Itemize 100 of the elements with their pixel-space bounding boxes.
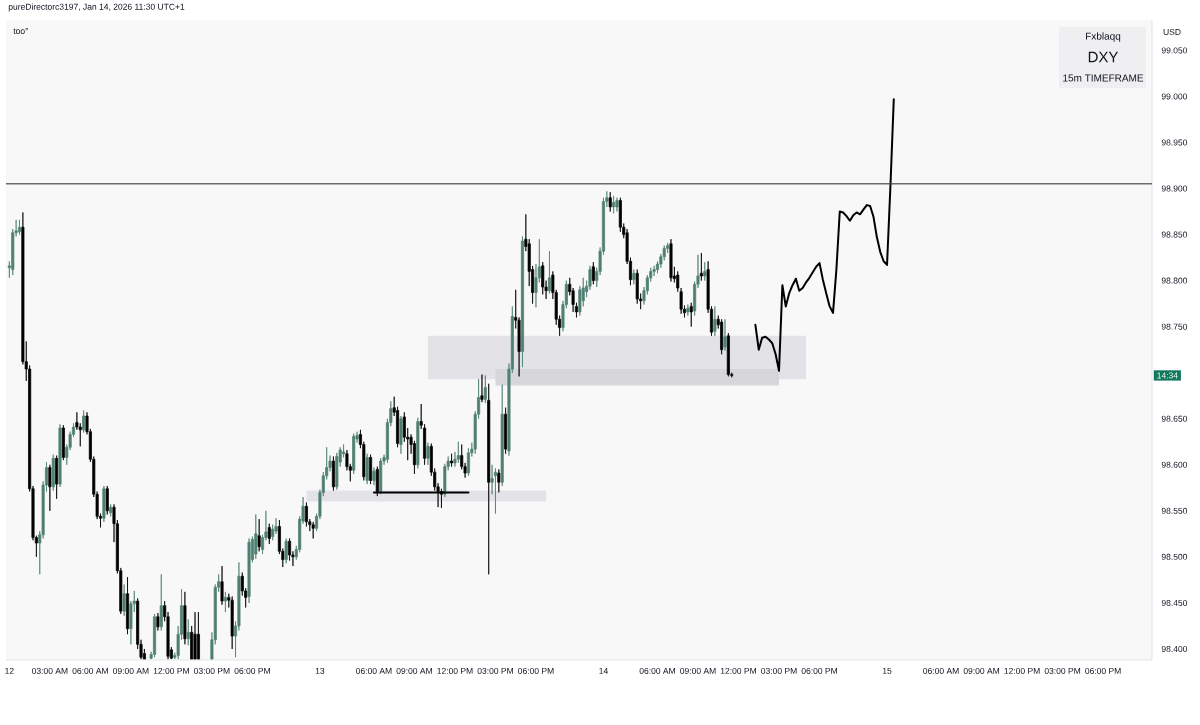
candlestick bbox=[126, 576, 130, 635]
candlestick bbox=[713, 306, 717, 337]
candlestick bbox=[466, 447, 470, 477]
candlestick bbox=[726, 332, 730, 377]
candlestick bbox=[159, 573, 163, 631]
y-tick-label: 98.800 bbox=[1161, 277, 1188, 284]
x-tick-label: 09:00 AM bbox=[113, 667, 149, 674]
candlestick bbox=[58, 423, 62, 488]
candlestick bbox=[520, 236, 524, 368]
candlestick bbox=[331, 456, 335, 491]
y-tick-label: 98.900 bbox=[1161, 185, 1188, 192]
candlestick bbox=[193, 611, 197, 660]
candlestick bbox=[257, 518, 261, 552]
x-tick-label: 09:00 AM bbox=[963, 667, 1000, 674]
x-tick-label: 12:00 PM bbox=[1004, 667, 1040, 674]
x-tick-label: 13 bbox=[315, 667, 325, 674]
y-tick-label: 99.000 bbox=[1161, 93, 1188, 100]
candlestick bbox=[48, 464, 52, 512]
y-tick-label: 98.600 bbox=[1161, 461, 1188, 468]
x-tick-label: 03:00 PM bbox=[1044, 667, 1081, 674]
candlestick bbox=[686, 304, 690, 316]
x-tick-label: 12:00 PM bbox=[720, 667, 757, 674]
candlestick bbox=[51, 454, 55, 491]
annotation: too° bbox=[13, 27, 28, 34]
x-tick-label: 06:00 AM bbox=[923, 667, 959, 674]
y-tick-label: 98.500 bbox=[1161, 553, 1188, 560]
candlestick bbox=[17, 219, 22, 235]
candlestick bbox=[109, 504, 113, 517]
x-tick-label: 06:00 PM bbox=[234, 667, 270, 674]
candlestick bbox=[720, 318, 724, 355]
candlestick bbox=[102, 485, 106, 523]
candlestick bbox=[615, 197, 619, 212]
candlestick bbox=[399, 415, 403, 455]
candlestick bbox=[230, 596, 234, 650]
candlestick bbox=[247, 538, 251, 604]
x-tick-label: 06:00 AM bbox=[356, 667, 392, 674]
candlestick bbox=[480, 374, 484, 403]
candlestick bbox=[456, 441, 460, 464]
candlestick bbox=[547, 250, 551, 294]
y-tick-label: 99.050 bbox=[1161, 47, 1188, 54]
x-tick-label: 09:00 AM bbox=[680, 667, 716, 674]
candlestick bbox=[500, 384, 504, 487]
x-tick-label: 06:00 AM bbox=[639, 667, 675, 674]
candlestick bbox=[284, 538, 288, 564]
text: DXY bbox=[1088, 51, 1119, 63]
candlestick bbox=[156, 612, 160, 631]
candlestick bbox=[82, 410, 86, 433]
x-tick-label: 12:00 PM bbox=[437, 667, 473, 674]
candlestick bbox=[352, 433, 356, 475]
annotation: 14:34 bbox=[1157, 372, 1178, 379]
candlestick bbox=[487, 383, 491, 575]
candlestick bbox=[61, 424, 65, 461]
candlestick bbox=[541, 261, 545, 295]
x-tick-label: 03:00 PM bbox=[194, 667, 230, 674]
x-tick-label: 06:00 PM bbox=[1085, 667, 1121, 674]
candlestick bbox=[254, 514, 258, 560]
candlestick bbox=[608, 191, 612, 212]
annotation: Fxblaqq bbox=[1086, 32, 1121, 42]
candlestick bbox=[497, 469, 501, 493]
x-tick-label: 06:00 PM bbox=[801, 667, 838, 674]
y-tick-label: 98.950 bbox=[1161, 139, 1188, 146]
y-tick-label: 98.450 bbox=[1161, 599, 1188, 606]
candlestick bbox=[153, 613, 157, 658]
candlestick bbox=[220, 565, 224, 606]
candlestick bbox=[186, 619, 190, 646]
candlestick bbox=[105, 485, 109, 515]
x-tick-label: 12:00 PM bbox=[153, 667, 189, 674]
y-tick-label: 98.550 bbox=[1161, 507, 1188, 514]
candlestick bbox=[416, 417, 420, 469]
x-tick-label: 12 bbox=[5, 667, 14, 674]
x-tick-label: 14 bbox=[599, 667, 608, 674]
candlestick bbox=[723, 318, 727, 351]
x-tick-label: 03:00 PM bbox=[477, 667, 513, 674]
candlestick bbox=[223, 591, 227, 613]
candlestick bbox=[612, 195, 616, 214]
candlestick bbox=[369, 454, 373, 485]
candlestick bbox=[365, 453, 369, 485]
candlestick bbox=[426, 442, 430, 466]
x-tick-label: 06:00 AM bbox=[72, 667, 108, 674]
x-tick-label: 15 bbox=[882, 667, 892, 674]
candlestick bbox=[122, 584, 126, 617]
y-axis-title: USD bbox=[1163, 28, 1181, 35]
candlestick bbox=[669, 238, 673, 282]
text: 15m TIMEFRAME bbox=[1063, 74, 1144, 82]
y-tick-label: 98.750 bbox=[1161, 323, 1188, 330]
candlestick bbox=[196, 611, 200, 660]
candlestick bbox=[632, 269, 636, 285]
y-tick-label: 98.650 bbox=[1161, 415, 1188, 422]
candlestick bbox=[699, 252, 703, 281]
candlestick bbox=[372, 467, 376, 486]
x-tick-label: 09:00 AM bbox=[396, 667, 432, 674]
candlestick bbox=[591, 261, 595, 285]
candlestick bbox=[304, 502, 308, 527]
candlestick bbox=[689, 302, 693, 328]
candlestick bbox=[450, 453, 454, 467]
x-tick-label: 06:00 PM bbox=[518, 667, 554, 674]
candlestick bbox=[504, 407, 508, 455]
candlestick bbox=[483, 375, 487, 404]
candlestick bbox=[379, 457, 383, 495]
x-tick-label: 03:00 AM bbox=[32, 667, 68, 674]
